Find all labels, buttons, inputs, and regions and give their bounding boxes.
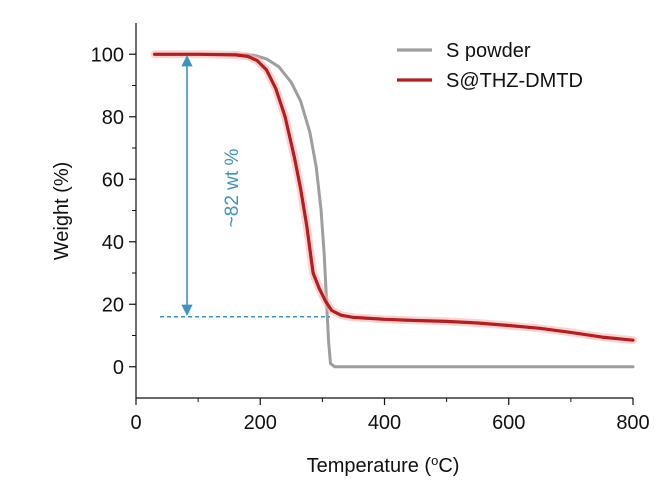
y-tick-label: 80 bbox=[102, 107, 124, 129]
series-line-s-thz-dmtd bbox=[153, 52, 635, 342]
x-tick-label: 0 bbox=[130, 412, 141, 434]
weight-loss-label: ~82 wt % bbox=[222, 149, 243, 228]
y-axis-title: Weight (%) bbox=[51, 162, 73, 261]
y-tick-label: 60 bbox=[102, 169, 124, 191]
y-tick-label: 0 bbox=[113, 357, 124, 379]
legend-label-s-thz-dmtd: S@THZ-DMTD bbox=[446, 70, 583, 92]
y-tick-label: 20 bbox=[102, 294, 124, 316]
y-tick-label: 100 bbox=[91, 44, 124, 66]
x-tick-label: 600 bbox=[492, 412, 525, 434]
x-tick-label: 400 bbox=[368, 412, 401, 434]
x-tick-label: 200 bbox=[244, 412, 277, 434]
series-line-s-powder bbox=[153, 52, 635, 369]
x-tick-label: 800 bbox=[616, 412, 649, 434]
x-axis-title: Temperature (oC) bbox=[307, 453, 460, 478]
legend-label-s-powder: S powder bbox=[446, 40, 531, 62]
y-tick-label: 40 bbox=[102, 232, 124, 254]
